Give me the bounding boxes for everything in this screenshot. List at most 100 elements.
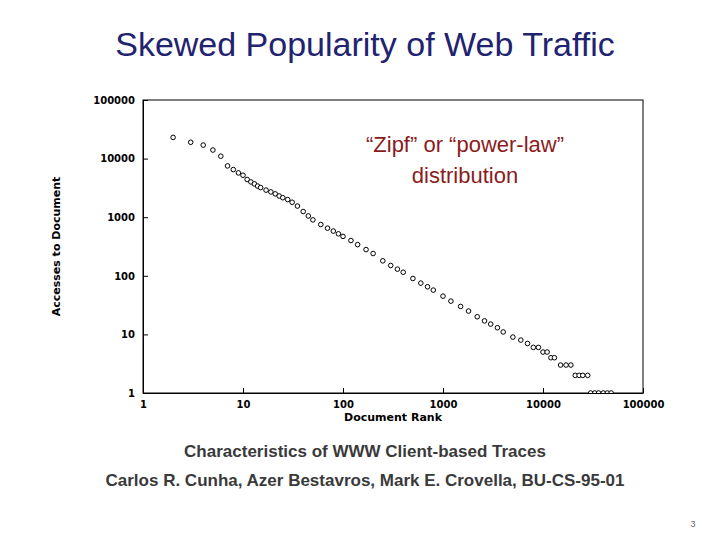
point xyxy=(466,309,471,314)
point xyxy=(225,164,230,169)
point xyxy=(558,363,563,368)
tick: 10 xyxy=(237,388,251,410)
x-axis-label: Document Rank xyxy=(344,411,443,424)
point xyxy=(325,226,330,231)
tick-label: 100 xyxy=(333,399,354,410)
point xyxy=(295,204,300,209)
point xyxy=(458,304,463,309)
point xyxy=(531,345,536,350)
tick-mark xyxy=(143,393,148,394)
point xyxy=(171,135,176,140)
annotation: “Zipf” or “power-law” xyxy=(366,132,564,157)
point xyxy=(188,140,193,145)
point xyxy=(349,238,354,243)
point xyxy=(431,288,436,293)
y-axis: 1 10 100 1000 10000 100000 xyxy=(93,95,148,399)
axis-line xyxy=(143,101,144,394)
caption: Characteristics of WWW Client-based Trac… xyxy=(184,442,546,461)
point xyxy=(511,335,516,340)
page-number: 3 xyxy=(690,519,695,529)
tick-mark xyxy=(143,276,148,277)
point xyxy=(388,263,393,268)
point xyxy=(488,322,493,327)
tick: 10000 xyxy=(526,388,561,410)
point xyxy=(425,284,430,289)
tick: 100 xyxy=(114,271,148,282)
point xyxy=(211,148,216,153)
tick: 100 xyxy=(333,388,354,410)
tick-label: 1000 xyxy=(107,212,135,223)
tick-label: 1000 xyxy=(430,399,458,410)
tick: 10000 xyxy=(100,153,148,164)
tick: 10 xyxy=(121,329,148,340)
tick-mark xyxy=(143,100,148,101)
tick-label: 100 xyxy=(114,271,135,282)
point xyxy=(552,355,557,360)
tick-mark xyxy=(443,388,444,393)
point xyxy=(580,373,585,378)
tick-label: 10000 xyxy=(526,399,561,410)
tick-mark xyxy=(643,388,644,393)
tick-label: 10 xyxy=(121,329,135,340)
point xyxy=(596,391,601,393)
tick-mark xyxy=(343,388,344,393)
point xyxy=(231,167,236,172)
point xyxy=(285,197,290,202)
tick-label: 1 xyxy=(140,399,147,410)
tick-mark xyxy=(143,334,148,335)
point xyxy=(419,281,424,286)
tick: 1000 xyxy=(430,388,458,410)
point xyxy=(355,242,360,247)
tick-label: 10000 xyxy=(100,153,135,164)
point xyxy=(495,325,500,330)
points xyxy=(171,135,614,393)
point xyxy=(475,314,480,319)
tick: 1 xyxy=(128,388,148,399)
point xyxy=(331,229,336,234)
slide: Skewed Popularity of Web Traffic 1 10 100 10… xyxy=(0,0,720,540)
caption: Carlos R. Cunha, Azer Bestavros, Mark E.… xyxy=(106,471,625,490)
tick-label: 1 xyxy=(128,388,135,399)
point xyxy=(311,218,316,223)
point xyxy=(449,299,454,304)
point xyxy=(536,345,541,350)
point xyxy=(525,341,530,346)
tick-mark xyxy=(143,159,148,160)
tick: 100000 xyxy=(93,95,148,106)
plot-frame xyxy=(143,100,643,393)
point xyxy=(364,247,369,252)
tick-mark xyxy=(243,388,244,393)
tick: 1000 xyxy=(107,212,148,223)
point xyxy=(306,214,311,219)
point xyxy=(395,267,400,272)
point xyxy=(319,222,324,227)
point xyxy=(371,251,376,256)
point xyxy=(264,188,269,193)
point xyxy=(258,185,263,190)
point xyxy=(241,173,246,178)
point xyxy=(609,391,614,393)
point xyxy=(201,143,206,148)
point xyxy=(569,363,574,368)
point xyxy=(411,276,416,281)
point xyxy=(519,338,524,343)
point xyxy=(441,294,446,299)
title: Skewed Popularity of Web Traffic xyxy=(115,25,615,63)
point xyxy=(336,232,341,237)
tick-label: 100000 xyxy=(93,95,135,106)
point xyxy=(236,171,241,176)
point xyxy=(545,350,550,355)
x-axis: 1 10 100 1000 10000 100000 xyxy=(140,388,664,410)
y-axis-label: Accesses to Document xyxy=(50,177,63,317)
point xyxy=(501,330,506,335)
point xyxy=(301,209,306,214)
tick: 100000 xyxy=(623,388,665,410)
tick-mark xyxy=(543,388,544,393)
point xyxy=(564,363,569,368)
point xyxy=(280,195,285,200)
point xyxy=(585,373,590,378)
tick-label: 10 xyxy=(237,399,251,410)
tick-label: 100000 xyxy=(623,399,665,410)
point xyxy=(482,319,487,324)
point xyxy=(341,234,346,239)
